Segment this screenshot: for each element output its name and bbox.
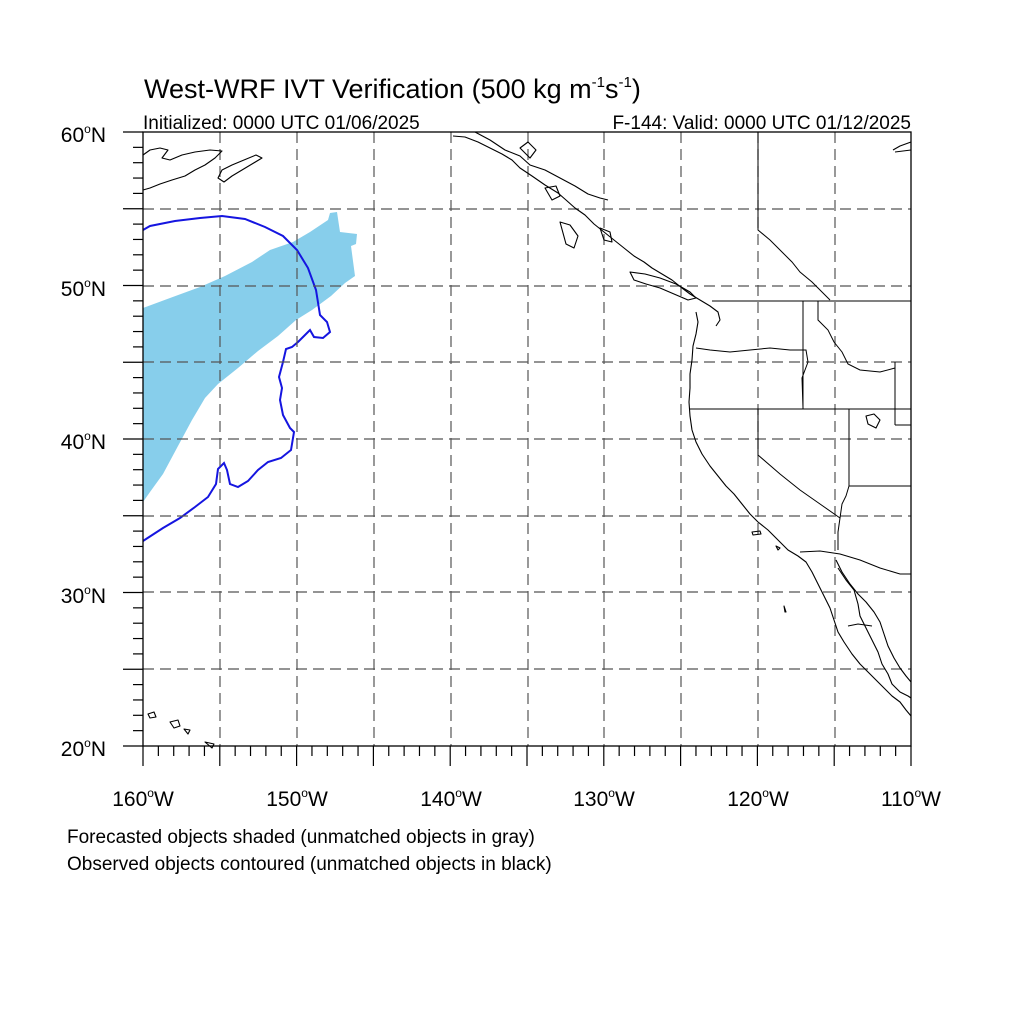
initialized-label: Initialized: 0000 UTC 01/06/2025	[143, 113, 420, 134]
valid-time-label: F-144: Valid: 0000 UTC 01/12/2025	[612, 113, 911, 134]
lon-label-150: 150oW	[266, 786, 328, 811]
lon-label-130: 130oW	[573, 786, 635, 811]
lat-label-20: 20oN	[61, 736, 106, 761]
lon-label-160: 160oW	[112, 786, 174, 811]
lon-label-140: 140oW	[420, 786, 482, 811]
forecast-ivt-object	[143, 212, 357, 502]
political-borders	[690, 132, 911, 627]
axis-ticks	[123, 131, 912, 766]
longitude-labels: 160oW 150oW 140oW 130oW 120oW 110oW	[112, 786, 941, 811]
lon-label-110: 110oW	[881, 786, 941, 811]
coastlines	[142, 131, 912, 749]
lat-label-60: 60oN	[61, 122, 106, 147]
observed-ivt-contour	[142, 214, 332, 542]
lat-label-30: 30oN	[61, 583, 106, 608]
latitude-labels: 60oN 50oN 40oN 30oN 20oN	[61, 122, 106, 761]
caption-forecast: Forecasted objects shaded (unmatched obj…	[67, 827, 535, 848]
lat-label-50: 50oN	[61, 276, 106, 301]
lat-label-40: 40oN	[61, 429, 106, 454]
graticule	[143, 132, 911, 746]
figure-title: West-WRF IVT Verification (500 kg m-1s-1…	[144, 74, 641, 104]
map-area	[142, 131, 912, 749]
caption-observed: Observed objects contoured (unmatched ob…	[67, 854, 552, 875]
lon-label-120: 120oW	[727, 786, 789, 811]
